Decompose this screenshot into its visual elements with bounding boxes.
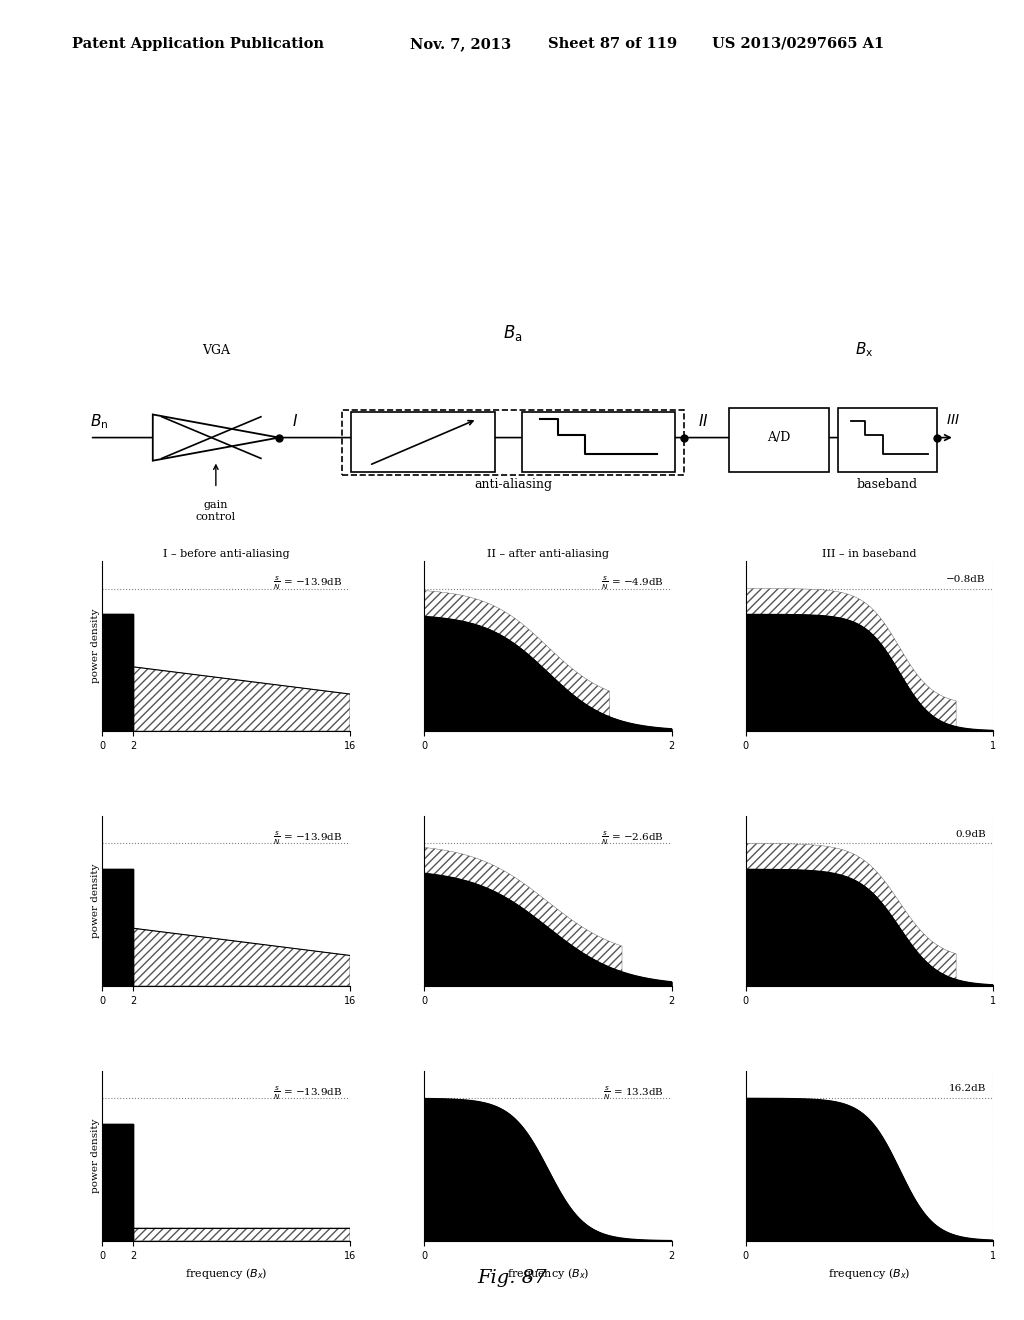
Y-axis label: power density: power density — [90, 863, 99, 939]
Text: $III$: $III$ — [946, 413, 959, 426]
Text: Nov. 7, 2013: Nov. 7, 2013 — [410, 37, 511, 51]
Bar — [729, 408, 828, 473]
Title: II – after anti-aliasing: II – after anti-aliasing — [486, 549, 609, 558]
Text: $\frac{s}{N}$ = −13.9dB: $\frac{s}{N}$ = −13.9dB — [273, 1085, 342, 1101]
Text: $B_{\rm x}$: $B_{\rm x}$ — [855, 341, 873, 359]
X-axis label: frequency ($B_x$): frequency ($B_x$) — [828, 1266, 910, 1282]
Polygon shape — [153, 414, 279, 461]
Text: Fig. 87: Fig. 87 — [477, 1269, 547, 1287]
Text: $\frac{s}{N}$ = −13.9dB: $\frac{s}{N}$ = −13.9dB — [273, 829, 342, 846]
Text: $\frac{s}{N}$ = −2.6dB: $\frac{s}{N}$ = −2.6dB — [601, 829, 665, 846]
Bar — [838, 408, 937, 473]
Text: $B_{\rm n}$: $B_{\rm n}$ — [90, 412, 109, 430]
Text: $II$: $II$ — [698, 413, 709, 429]
X-axis label: frequency ($B_x$): frequency ($B_x$) — [185, 1266, 267, 1282]
Text: $\frac{s}{N}$ = 13.3dB: $\frac{s}{N}$ = 13.3dB — [603, 1085, 665, 1101]
Text: Patent Application Publication: Patent Application Publication — [72, 37, 324, 51]
Text: anti-aliasing: anti-aliasing — [474, 478, 552, 491]
Text: Sheet 87 of 119: Sheet 87 of 119 — [548, 37, 677, 51]
Y-axis label: power density: power density — [90, 1118, 99, 1193]
Bar — [351, 412, 496, 473]
Text: $\frac{s}{N}$ = −4.9dB: $\frac{s}{N}$ = −4.9dB — [601, 574, 665, 591]
Text: gain
control: gain control — [196, 500, 236, 521]
Text: $B_{\rm a}$: $B_{\rm a}$ — [504, 323, 523, 343]
Text: US 2013/0297665 A1: US 2013/0297665 A1 — [712, 37, 884, 51]
Bar — [522, 412, 676, 473]
Text: $\frac{s}{N}$ = −13.9dB: $\frac{s}{N}$ = −13.9dB — [273, 574, 342, 591]
Title: III – in baseband: III – in baseband — [822, 549, 916, 558]
Bar — [342, 409, 684, 474]
Text: $I$: $I$ — [293, 413, 299, 429]
Text: 0.9dB: 0.9dB — [955, 829, 986, 838]
Y-axis label: power density: power density — [90, 609, 99, 684]
Text: A/D: A/D — [767, 432, 791, 444]
Text: baseband: baseband — [857, 478, 918, 491]
Text: −0.8dB: −0.8dB — [946, 574, 986, 583]
X-axis label: frequency ($B_x$): frequency ($B_x$) — [507, 1266, 589, 1282]
Text: VGA: VGA — [202, 345, 229, 358]
Title: I – before anti-aliasing: I – before anti-aliasing — [163, 549, 290, 558]
Text: 16.2dB: 16.2dB — [948, 1085, 986, 1093]
